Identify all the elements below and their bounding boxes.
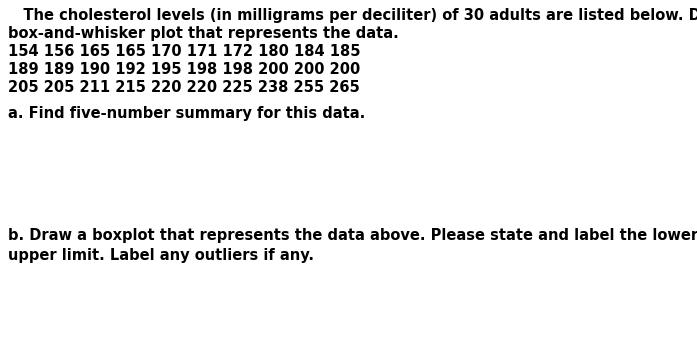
Text: box-and-whisker plot that represents the data.: box-and-whisker plot that represents the… [8, 26, 399, 41]
Text: 205 205 211 215 220 220 225 238 255 265: 205 205 211 215 220 220 225 238 255 265 [8, 80, 360, 95]
Text: 189 189 190 192 195 198 198 200 200 200: 189 189 190 192 195 198 198 200 200 200 [8, 62, 360, 77]
Text: 154 156 165 165 170 171 172 180 184 185: 154 156 165 165 170 171 172 180 184 185 [8, 44, 360, 59]
Text: upper limit. Label any outliers if any.: upper limit. Label any outliers if any. [8, 248, 314, 263]
Text: The cholesterol levels (in milligrams per deciliter) of 30 adults are listed bel: The cholesterol levels (in milligrams pe… [8, 8, 697, 23]
Text: b. Draw a boxplot that represents the data above. Please state and label the low: b. Draw a boxplot that represents the da… [8, 228, 697, 243]
Text: a. Find five-number summary for this data.: a. Find five-number summary for this dat… [8, 106, 365, 121]
